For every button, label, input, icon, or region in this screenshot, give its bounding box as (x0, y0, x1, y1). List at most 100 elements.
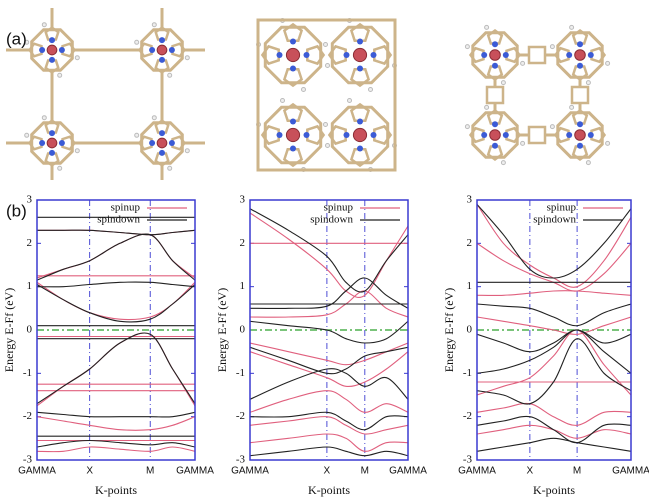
y-tick-label: 1 (467, 280, 473, 292)
band-line (37, 332, 195, 407)
nitrogen (159, 130, 165, 137)
band-line (250, 277, 408, 310)
legend-label: spindown (97, 214, 140, 226)
band-line (477, 242, 631, 292)
x-tick-label: GAMMA (458, 466, 496, 477)
band-line (250, 390, 408, 413)
y-tick-label: 0 (240, 324, 246, 336)
x-tick-label: X (324, 466, 331, 477)
nitrogen (492, 62, 498, 69)
hydrogen (323, 42, 328, 47)
nitrogen (58, 47, 65, 53)
metal (46, 137, 58, 149)
y-tick-label: 2 (27, 237, 33, 249)
band-line (37, 229, 195, 236)
hydrogen (323, 122, 328, 127)
nitrogen (49, 56, 55, 63)
nitrogen (357, 118, 363, 125)
band-line (37, 446, 195, 453)
band-line (477, 415, 631, 444)
y-tick-label: 3 (27, 194, 33, 206)
x-axis-label: K-points (95, 483, 137, 497)
x-tick-label: X (86, 466, 93, 477)
y-tick-label: -1 (23, 367, 32, 379)
hydrogen (520, 60, 526, 66)
panel-label: (b) (6, 201, 27, 220)
nitrogen (290, 38, 296, 45)
nitrogen (343, 52, 350, 58)
hydrogen (74, 55, 80, 61)
legend-label: spinup (324, 202, 354, 214)
band-line (477, 329, 631, 353)
band-line (37, 284, 195, 323)
hydrogen (134, 39, 140, 45)
nitrogen (492, 41, 498, 48)
x-tick-label: M (361, 466, 369, 477)
band-line (37, 281, 195, 288)
metal (156, 137, 168, 149)
nitrogen (290, 145, 296, 152)
band-line (477, 290, 631, 297)
plot-frame (249, 199, 409, 461)
band-line (37, 233, 195, 279)
band-line (250, 320, 408, 344)
structures (6, 8, 611, 180)
hydrogen (325, 63, 330, 68)
nitrogen (39, 140, 46, 146)
metal (352, 47, 368, 63)
hydrogen (500, 80, 506, 86)
nitrogen (168, 47, 175, 53)
metal (352, 127, 368, 143)
hydrogen (325, 143, 330, 148)
x-tick-label: GAMMA (231, 466, 269, 477)
bands (477, 203, 631, 452)
nitrogen (357, 145, 363, 152)
y-tick-label: -3 (236, 454, 246, 466)
hydrogen (184, 55, 190, 61)
hydrogen (57, 165, 63, 171)
y-tick-label: 0 (467, 324, 473, 336)
band-line (250, 433, 408, 452)
band-line (250, 411, 408, 431)
hydrogen (464, 44, 470, 50)
nitrogen (168, 140, 175, 146)
band-line (477, 338, 631, 405)
hydrogen (24, 39, 30, 45)
hydrogen (24, 132, 30, 138)
x-tick-label: X (527, 466, 534, 477)
y-tick-label: 3 (467, 194, 473, 206)
nitrogen (276, 52, 283, 58)
band-line (477, 437, 631, 452)
band-line (37, 411, 195, 418)
plot-frame (476, 199, 632, 461)
cyclobutadiene (485, 85, 505, 105)
hydrogen (500, 160, 506, 166)
y-tick-label: 2 (467, 237, 473, 249)
x-tick-label: GAMMA (176, 466, 214, 477)
metal (46, 44, 58, 56)
hydrogen (484, 104, 490, 110)
nitrogen (577, 62, 583, 69)
nitrogen (481, 132, 488, 138)
nitrogen (343, 132, 350, 138)
nitrogen (566, 52, 573, 58)
nitrogen (577, 121, 583, 128)
nitrogen (481, 52, 488, 58)
y-axis-label: Energy E-Ff (eV) (215, 288, 229, 372)
band-line (477, 329, 631, 374)
band-line (477, 316, 631, 335)
nitrogen (357, 65, 363, 72)
nitrogen (492, 142, 498, 149)
y-tick-label: -3 (463, 454, 473, 466)
nitrogen (587, 52, 594, 58)
band-line (250, 346, 408, 375)
metal (156, 44, 168, 56)
nitrogen (566, 132, 573, 138)
x-tick-label: M (146, 466, 154, 477)
hydrogen (585, 160, 591, 166)
nitrogen (39, 47, 46, 53)
